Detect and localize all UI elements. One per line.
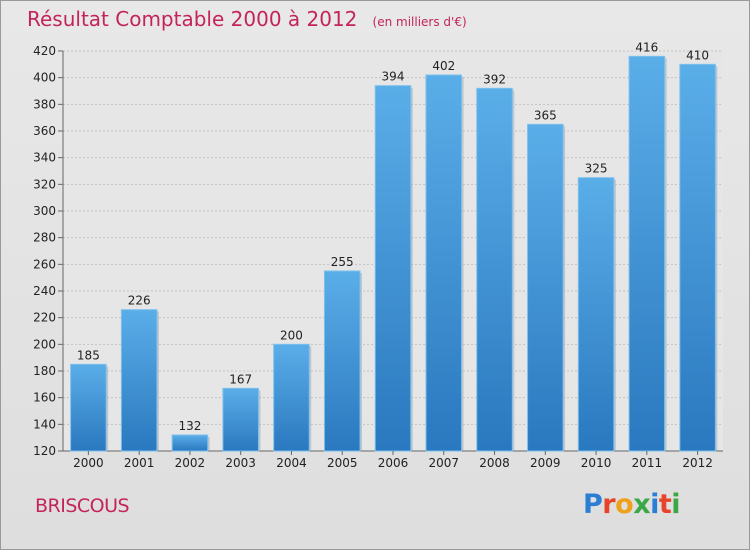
y-tick-label: 400 xyxy=(33,71,56,85)
x-tick-label: 2007 xyxy=(428,456,459,470)
bar xyxy=(527,123,564,452)
bar xyxy=(577,177,615,452)
x-tick-label: 2009 xyxy=(530,456,561,470)
y-tick-label: 180 xyxy=(33,364,56,378)
bar xyxy=(222,387,259,452)
chart-title: Résultat Comptable 2000 à 2012 xyxy=(27,7,358,31)
y-tick-label: 260 xyxy=(33,257,56,271)
y-tick-label: 140 xyxy=(33,417,56,431)
bar-value-label: 392 xyxy=(483,72,506,86)
chart-subtitle: (en milliers d'€) xyxy=(372,15,467,29)
bar xyxy=(70,363,107,452)
x-tick-label: 2002 xyxy=(175,456,206,470)
y-tick-label: 420 xyxy=(33,44,56,58)
y-tick-label: 320 xyxy=(33,177,56,191)
bar xyxy=(476,87,513,452)
x-tick-label: 2000 xyxy=(73,456,104,470)
bar xyxy=(374,85,412,452)
bar-value-label: 394 xyxy=(382,70,405,84)
bar-value-label: 325 xyxy=(585,162,608,176)
x-tick-label: 2011 xyxy=(632,456,663,470)
y-tick-label: 160 xyxy=(33,391,56,405)
commune-name: BRISCOUS xyxy=(35,495,130,517)
bar-value-label: 416 xyxy=(635,40,658,54)
bar-value-label: 185 xyxy=(77,348,100,362)
x-tick-label: 2008 xyxy=(479,456,510,470)
bar xyxy=(171,434,209,452)
bar-value-label: 365 xyxy=(534,108,557,122)
logo-letter: i xyxy=(650,489,659,520)
logo-letter: x xyxy=(633,489,651,520)
logo-letter: i xyxy=(671,489,681,520)
logo-letter: P xyxy=(583,489,603,520)
bar xyxy=(628,55,666,452)
x-tick-label: 2001 xyxy=(124,456,155,470)
bar-value-label: 167 xyxy=(229,372,252,386)
bar xyxy=(120,309,158,452)
y-tick-label: 200 xyxy=(33,337,56,351)
y-tick-label: 300 xyxy=(33,204,56,218)
bar xyxy=(323,270,361,452)
title-row: Résultat Comptable 2000 à 2012 (en milli… xyxy=(27,7,467,31)
x-tick-label: 2003 xyxy=(225,456,256,470)
logo-letter: r xyxy=(602,489,616,520)
y-tick-label: 360 xyxy=(33,124,56,138)
y-tick-label: 280 xyxy=(33,231,56,245)
bar-value-label: 226 xyxy=(128,294,151,308)
bar-value-label: 255 xyxy=(331,255,354,269)
proxiti-logo: Proxiti xyxy=(583,489,681,520)
bar-value-label: 402 xyxy=(432,59,455,73)
y-tick-label: 240 xyxy=(33,284,56,298)
y-tick-label: 340 xyxy=(33,151,56,165)
x-tick-label: 2004 xyxy=(276,456,307,470)
bar-value-label: 132 xyxy=(178,419,201,433)
x-tick-label: 2006 xyxy=(378,456,409,470)
bar xyxy=(425,74,463,452)
bar xyxy=(273,343,310,452)
logo-letter: t xyxy=(658,489,672,520)
bar xyxy=(679,63,716,452)
y-tick-label: 120 xyxy=(33,444,56,458)
y-tick-label: 220 xyxy=(33,311,56,325)
x-tick-label: 2010 xyxy=(581,456,612,470)
y-tick-label: 380 xyxy=(33,97,56,111)
bar-value-label: 200 xyxy=(280,328,303,342)
x-tick-label: 2012 xyxy=(682,456,713,470)
x-tick-label: 2005 xyxy=(327,456,358,470)
bar-value-label: 410 xyxy=(686,48,709,62)
logo-letter: o xyxy=(615,489,634,520)
